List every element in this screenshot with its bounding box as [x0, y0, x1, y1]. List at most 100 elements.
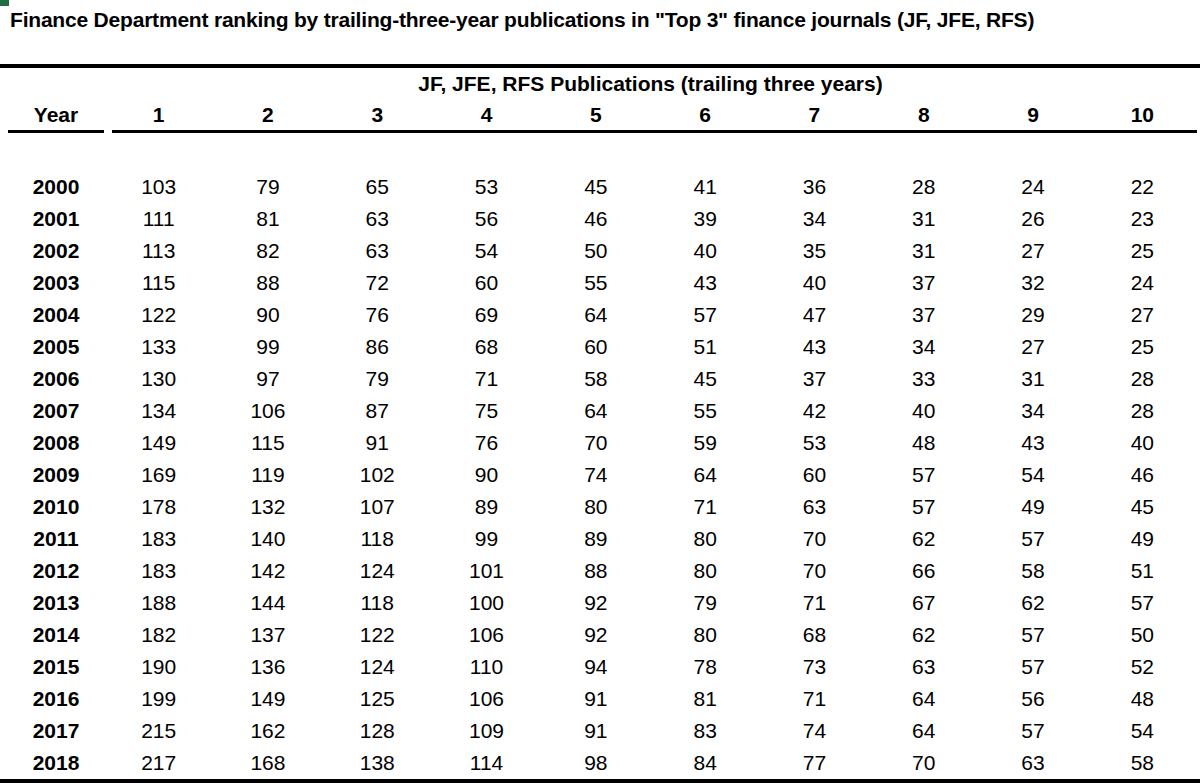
value-cell: 65: [323, 175, 432, 199]
value-cell: 73: [760, 655, 869, 679]
value-cell: 94: [541, 655, 650, 679]
value-cell: 52: [1088, 655, 1197, 679]
value-cell: 28: [1088, 367, 1197, 391]
value-cell: 83: [651, 719, 760, 743]
value-cell: 50: [541, 239, 650, 263]
value-cell: 110: [432, 655, 541, 679]
table-row: 2000103796553454136282422: [8, 171, 1197, 203]
value-cell: 57: [869, 463, 978, 487]
rank-column-header: 1: [104, 103, 213, 127]
value-cell: 199: [104, 687, 213, 711]
value-cell: 124: [323, 559, 432, 583]
value-cell: 49: [1088, 527, 1197, 551]
value-cell: 57: [978, 719, 1087, 743]
value-cell: 34: [978, 399, 1087, 423]
value-cell: 215: [104, 719, 213, 743]
value-cell: 99: [432, 527, 541, 551]
header-underline-row: [0, 130, 1200, 133]
rank-column-header: 3: [323, 103, 432, 127]
value-cell: 106: [432, 623, 541, 647]
value-cell: 81: [213, 207, 322, 231]
value-cell: 124: [323, 655, 432, 679]
value-cell: 136: [213, 655, 322, 679]
value-cell: 41: [651, 175, 760, 199]
table-row: 2012183142124101888070665851: [8, 555, 1197, 587]
rank-column-header: 7: [760, 103, 869, 127]
rank-column-header: 8: [869, 103, 978, 127]
value-cell: 80: [651, 527, 760, 551]
value-cell: 46: [541, 207, 650, 231]
value-cell: 57: [978, 527, 1087, 551]
value-cell: 49: [978, 495, 1087, 519]
column-header-row: Year 12345678910: [0, 100, 1200, 130]
value-cell: 47: [760, 303, 869, 327]
value-cell: 87: [323, 399, 432, 423]
value-cell: 36: [760, 175, 869, 199]
value-cell: 92: [541, 591, 650, 615]
value-cell: 62: [869, 623, 978, 647]
value-cell: 142: [213, 559, 322, 583]
value-cell: 25: [1088, 335, 1197, 359]
value-cell: 24: [978, 175, 1087, 199]
year-cell: 2005: [8, 335, 104, 359]
value-cell: 39: [651, 207, 760, 231]
value-cell: 188: [104, 591, 213, 615]
page-title: Finance Department ranking by trailing-t…: [10, 8, 1200, 32]
value-cell: 90: [213, 303, 322, 327]
year-cell: 2014: [8, 623, 104, 647]
value-cell: 22: [1088, 175, 1197, 199]
value-cell: 35: [760, 239, 869, 263]
table-row: 2018217168138114988477706358: [8, 747, 1197, 779]
value-cell: 40: [760, 271, 869, 295]
value-cell: 63: [978, 751, 1087, 775]
value-cell: 66: [869, 559, 978, 583]
value-cell: 31: [978, 367, 1087, 391]
value-cell: 74: [541, 463, 650, 487]
value-cell: 53: [432, 175, 541, 199]
value-cell: 138: [323, 751, 432, 775]
value-cell: 132: [213, 495, 322, 519]
publications-table-body: 2000103796553454136282422200111181635646…: [0, 171, 1200, 779]
value-cell: 59: [651, 431, 760, 455]
value-cell: 130: [104, 367, 213, 391]
value-cell: 45: [1088, 495, 1197, 519]
table-row: 2015190136124110947873635752: [8, 651, 1197, 683]
value-cell: 91: [541, 687, 650, 711]
value-cell: 125: [323, 687, 432, 711]
value-cell: 45: [651, 367, 760, 391]
rank-column-header: 2: [213, 103, 322, 127]
green-corner-mark: [0, 0, 9, 6]
table-row: 2005133998668605143342725: [8, 331, 1197, 363]
value-cell: 27: [1088, 303, 1197, 327]
value-cell: 106: [432, 687, 541, 711]
value-cell: 106: [213, 399, 322, 423]
value-cell: 25: [1088, 239, 1197, 263]
table-row: 2017215162128109918374645754: [8, 715, 1197, 747]
value-cell: 82: [213, 239, 322, 263]
value-cell: 46: [1088, 463, 1197, 487]
value-cell: 75: [432, 399, 541, 423]
year-cell: 2003: [8, 271, 104, 295]
value-cell: 33: [869, 367, 978, 391]
value-cell: 89: [541, 527, 650, 551]
value-cell: 37: [869, 271, 978, 295]
value-cell: 178: [104, 495, 213, 519]
table-row: 2006130977971584537333128: [8, 363, 1197, 395]
value-cell: 71: [760, 687, 869, 711]
rank-column-header: 9: [978, 103, 1087, 127]
value-cell: 40: [651, 239, 760, 263]
value-cell: 34: [760, 207, 869, 231]
value-cell: 64: [541, 399, 650, 423]
value-cell: 51: [1088, 559, 1197, 583]
year-cell: 2009: [8, 463, 104, 487]
value-cell: 23: [1088, 207, 1197, 231]
value-cell: 149: [213, 687, 322, 711]
value-cell: 27: [978, 239, 1087, 263]
value-cell: 79: [651, 591, 760, 615]
value-cell: 114: [432, 751, 541, 775]
value-cell: 119: [213, 463, 322, 487]
value-cell: 134: [104, 399, 213, 423]
value-cell: 89: [432, 495, 541, 519]
value-cell: 80: [541, 495, 650, 519]
value-cell: 28: [869, 175, 978, 199]
